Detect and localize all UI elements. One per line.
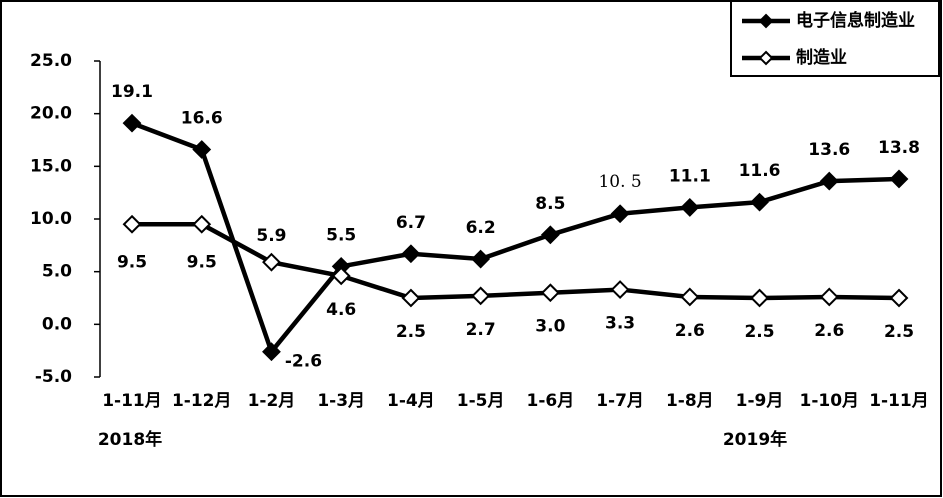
data-label: 10. 5 (598, 172, 641, 192)
marker (540, 283, 560, 303)
x-tick-label: 1-4月 (387, 391, 435, 411)
marker (819, 287, 839, 307)
data-label: 11.1 (669, 166, 711, 186)
marker (750, 288, 769, 308)
x-tick-label: 1-11月 (869, 391, 929, 411)
x-tick-label: 1-2月 (248, 391, 296, 411)
marker (889, 169, 909, 189)
marker (610, 204, 630, 224)
marker (262, 252, 281, 272)
y-tick-label: 15.0 (30, 156, 72, 176)
marker (680, 287, 700, 307)
y-tick-label: 0.0 (42, 314, 72, 334)
data-label: 9.5 (117, 252, 147, 272)
marker (819, 171, 839, 191)
marker (540, 225, 560, 245)
data-label: 6.7 (396, 213, 426, 233)
legend-label: 制造业 (796, 47, 847, 68)
series-line (132, 222, 900, 301)
marker (471, 286, 491, 306)
x-tick-label: 1-6月 (527, 391, 575, 411)
y-tick-label: -5.0 (35, 367, 72, 387)
data-label: 6.2 (466, 218, 496, 238)
x-tick-label: 1-9月 (736, 391, 784, 411)
data-label: 19.1 (111, 82, 153, 102)
data-label: 8.5 (535, 194, 565, 214)
data-label: 2.7 (466, 320, 496, 340)
marker (331, 266, 351, 286)
marker (889, 288, 909, 308)
marker (471, 249, 491, 269)
x-tick-label: 1-7月 (596, 391, 644, 411)
marker (192, 140, 212, 159)
marker (610, 280, 630, 299)
data-label: 13.6 (808, 140, 850, 160)
data-label: 3.0 (535, 317, 565, 337)
marker (750, 192, 769, 212)
data-label: 5.9 (256, 226, 286, 246)
data-label: 2.5 (396, 322, 426, 342)
y-tick-label: 5.0 (42, 262, 72, 282)
data-label: 9.5 (187, 252, 217, 272)
data-label: -2.6 (285, 352, 322, 372)
x-tick-label: 1-12月 (172, 391, 232, 411)
marker (680, 197, 700, 217)
data-label: 3.3 (605, 314, 635, 334)
marker (192, 214, 212, 234)
y-tick-label: 25.0 (30, 51, 72, 71)
data-label: 2.5 (884, 322, 914, 342)
marker (401, 288, 421, 308)
legend-label: 电子信息制造业 (796, 10, 915, 31)
data-label: 11.6 (739, 161, 781, 181)
legend-marker (758, 50, 774, 66)
data-label: 5.5 (326, 225, 356, 245)
x-tick-label: 1-3月 (317, 391, 365, 411)
data-label: 4.6 (326, 300, 356, 320)
marker (122, 214, 142, 234)
y-tick-label: 20.0 (30, 104, 72, 124)
data-label: 2.5 (744, 322, 774, 342)
legend-marker (758, 13, 774, 29)
x-tick-label: 1-10月 (799, 391, 859, 411)
marker (122, 113, 142, 133)
data-label: 2.6 (675, 321, 705, 341)
x-tick-label: 1-8月 (666, 391, 714, 411)
year-label: 2018年 (98, 429, 162, 450)
data-label: 13.8 (878, 138, 920, 158)
y-tick-label: 10.0 (30, 209, 72, 229)
x-tick-label: 1-11月 (102, 391, 162, 411)
series-line (131, 121, 900, 357)
marker (401, 244, 421, 264)
data-label: 16.6 (181, 108, 223, 128)
x-tick-label: 1-5月 (457, 391, 505, 411)
data-label: 2.6 (814, 321, 844, 341)
marker (262, 342, 281, 362)
year-label: 2019年 (723, 429, 787, 450)
